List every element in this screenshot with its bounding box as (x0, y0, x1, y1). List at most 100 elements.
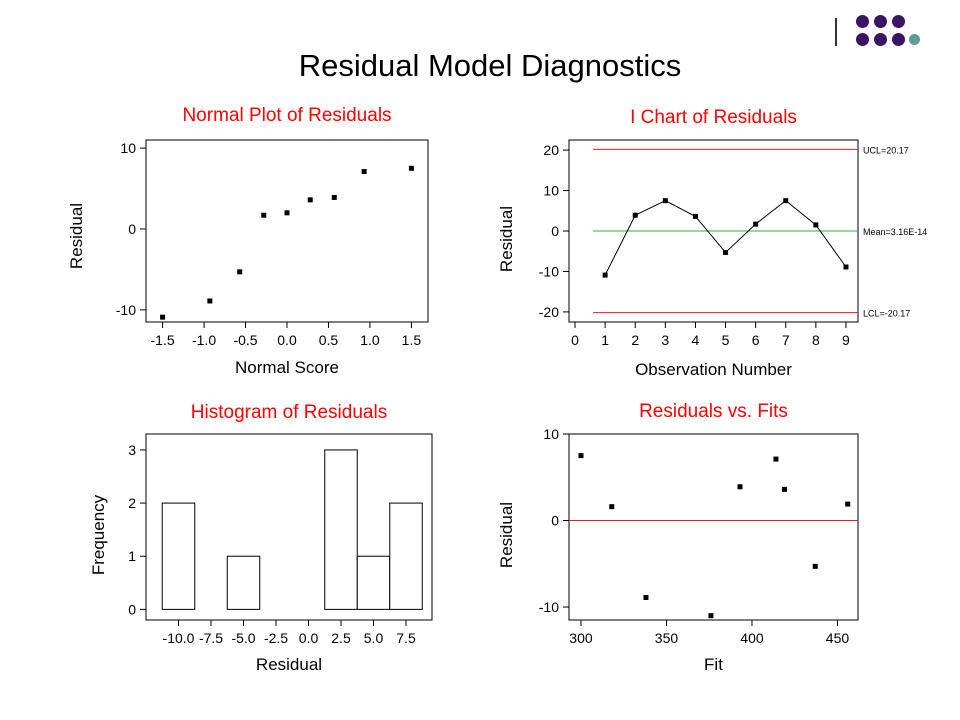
series-line (604, 200, 847, 276)
y-tick-label: 0 (128, 601, 136, 617)
data-point (737, 484, 743, 490)
x-tick-label: 0.5 (319, 332, 339, 348)
y-axis-label: Residual (497, 206, 516, 272)
plot-frame (145, 139, 429, 323)
x-tick-label: 2 (631, 332, 639, 348)
chart-title: I Chart of Residuals (630, 107, 797, 128)
chart-fits: Residuals vs. Fits Fit Residual 300 350 400 45… (497, 401, 859, 674)
y-tick-label: 10 (543, 183, 559, 199)
x-tick-label: 8 (812, 332, 820, 348)
x-tick-label: 9 (842, 332, 850, 348)
data-point (207, 298, 213, 304)
x-tick-label: -2.5 (264, 630, 288, 646)
y-tick-label: 0 (551, 513, 559, 529)
x-tick-label: -1.0 (192, 332, 216, 348)
x-tick-label: 1 (601, 332, 609, 348)
x-tick-label: 0.0 (299, 630, 319, 646)
decor-dot (874, 33, 887, 46)
reference-line-label: LCL=-20.17 (863, 309, 910, 319)
decor-divider (835, 18, 837, 46)
x-axis-label: Residual (256, 655, 322, 674)
x-tick-label: 1.5 (402, 332, 422, 348)
data-point (812, 563, 818, 569)
x-axis-label: Normal Score (235, 358, 339, 377)
y-tick-label: -10 (539, 263, 559, 279)
y-axis-label: Residual (497, 502, 516, 568)
data-point (160, 314, 166, 320)
data-point (602, 272, 608, 278)
y-tick-label: 0 (551, 223, 559, 239)
data-point (723, 249, 729, 255)
y-tick-label: 10 (120, 140, 136, 156)
data-point (843, 264, 849, 270)
data-point (781, 486, 787, 492)
x-tick-label: 6 (752, 332, 760, 348)
histogram-bar (389, 502, 423, 610)
chart-title: Histogram of Residuals (191, 402, 387, 423)
x-tick-label: 2.5 (331, 630, 351, 646)
y-axis-label: Residual (67, 203, 86, 269)
x-axis-label: Observation Number (635, 360, 792, 379)
x-tick-label: 1.0 (360, 332, 380, 348)
x-tick-label: -0.5 (233, 332, 257, 348)
data-point (307, 197, 313, 203)
decor-dot (909, 34, 920, 45)
y-tick-label: -10 (116, 302, 136, 318)
x-axis-label: Fit (704, 655, 723, 674)
y-tick-label: 20 (543, 142, 559, 158)
data-point (237, 269, 243, 275)
data-point (845, 501, 851, 507)
y-tick-label: 2 (128, 495, 136, 511)
histogram-bar (226, 555, 261, 610)
histogram-bar (324, 449, 358, 610)
data-point (643, 595, 649, 601)
chart-title: Residuals vs. Fits (639, 401, 788, 422)
decor-dot (892, 33, 905, 46)
plot-frame (568, 433, 859, 621)
data-point (692, 213, 698, 219)
x-tick-label: 400 (740, 630, 764, 646)
chart-histogram: Histogram of Residuals Residual Frequency -… (89, 402, 433, 674)
x-tick-label: 300 (569, 630, 593, 646)
histogram-bar (356, 555, 391, 610)
x-tick-label: 350 (655, 630, 679, 646)
data-point (331, 194, 337, 200)
y-tick-label: 0 (128, 221, 136, 237)
slide-title: Residual Model Diagnostics (298, 48, 682, 83)
data-point (609, 504, 615, 510)
x-tick-label: 0.0 (277, 332, 297, 348)
data-point (578, 453, 584, 459)
x-tick-label: 7.5 (396, 630, 416, 646)
chart-ichart: I Chart of Residuals Observation Number Re… (497, 107, 927, 379)
y-tick-label: -10 (539, 599, 559, 615)
y-tick-label: 10 (543, 426, 559, 442)
reference-line-label: Mean=3.16E-14 (863, 227, 927, 237)
data-point (632, 212, 638, 218)
data-point (783, 198, 789, 204)
x-tick-label: 5 (722, 332, 730, 348)
chart-title: Normal Plot of Residuals (182, 105, 391, 126)
data-point (753, 221, 759, 227)
x-tick-label: 0 (571, 332, 579, 348)
data-point (773, 456, 779, 462)
x-tick-label: 4 (692, 332, 700, 348)
data-point (408, 165, 414, 171)
histogram-bar (161, 502, 196, 610)
decor-dot (856, 33, 869, 46)
x-tick-label: 5.0 (364, 630, 384, 646)
data-point (261, 212, 267, 218)
data-point (361, 169, 367, 175)
decor-dot (892, 15, 905, 28)
x-tick-label: 7 (782, 332, 790, 348)
decor-dot (874, 15, 887, 28)
x-tick-label: -5.0 (231, 630, 255, 646)
x-tick-label: -7.5 (199, 630, 223, 646)
decor-dot (856, 15, 869, 28)
y-tick-label: -20 (539, 304, 559, 320)
data-point (284, 210, 290, 216)
data-point (813, 222, 819, 228)
x-tick-label: -1.5 (151, 332, 175, 348)
chart-normal: Normal Plot of Residuals Normal Score Resi… (67, 105, 429, 377)
x-tick-label: 3 (661, 332, 669, 348)
